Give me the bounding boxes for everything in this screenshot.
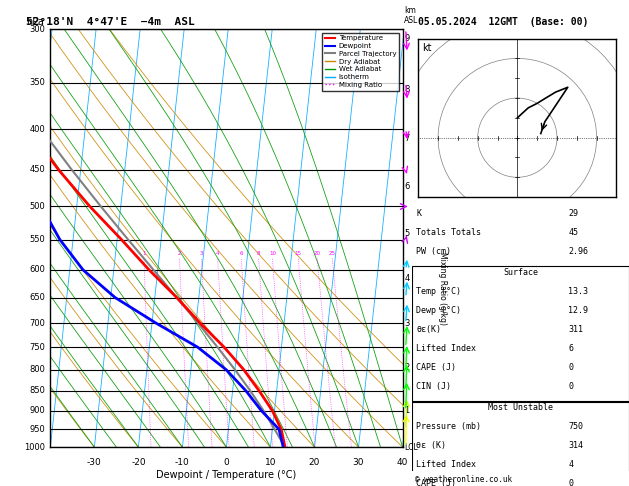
Text: 0: 0 [223,458,230,467]
Text: 3: 3 [200,251,203,256]
Text: 700: 700 [29,319,45,328]
Text: 400: 400 [30,124,45,134]
Text: 4: 4 [568,460,573,469]
Text: 6: 6 [404,182,409,191]
Text: Lifted Index: Lifted Index [416,460,476,469]
Text: 10: 10 [269,251,276,256]
Text: 2: 2 [404,363,409,372]
Text: 13.3: 13.3 [568,287,588,296]
Text: 0: 0 [568,479,573,486]
Legend: Temperature, Dewpoint, Parcel Trajectory, Dry Adiabat, Wet Adiabat, Isotherm, Mi: Temperature, Dewpoint, Parcel Trajectory… [322,33,399,90]
Text: 9: 9 [404,34,409,43]
Text: 3: 3 [404,319,409,329]
Text: Mixing Ratio (g/kg): Mixing Ratio (g/kg) [438,252,447,325]
Text: 550: 550 [30,235,45,244]
Text: 6: 6 [240,251,243,256]
Text: θε(K): θε(K) [416,325,442,334]
Text: 311: 311 [568,325,583,334]
Bar [412,266,629,402]
Text: 6: 6 [568,344,573,353]
Text: Surface: Surface [503,268,538,277]
Text: -20: -20 [131,458,146,467]
Text: 40: 40 [397,458,408,467]
Text: km
ASL: km ASL [404,5,418,25]
Text: 5: 5 [404,229,409,238]
Text: CAPE (J): CAPE (J) [416,479,456,486]
Text: 30: 30 [353,458,364,467]
Text: Pressure (mb): Pressure (mb) [416,422,481,431]
Text: Most Unstable: Most Unstable [488,402,553,412]
Text: 8: 8 [404,85,409,94]
Text: 750: 750 [29,343,45,352]
Text: 0: 0 [568,382,573,391]
Text: 1: 1 [142,251,146,256]
Text: Dewpoint / Temperature (°C): Dewpoint / Temperature (°C) [157,470,296,480]
Text: kt: kt [422,43,431,53]
Text: 4: 4 [404,275,409,283]
Text: 650: 650 [29,293,45,302]
Text: 45: 45 [568,228,578,237]
Text: 450: 450 [30,165,45,174]
Text: 600: 600 [29,265,45,274]
Text: 12.9: 12.9 [568,306,588,315]
Text: θε (K): θε (K) [416,441,447,450]
Text: 1: 1 [404,406,409,415]
Bar [412,401,629,486]
Text: Temp (°C): Temp (°C) [416,287,461,296]
Text: 15: 15 [295,251,302,256]
Text: hPa: hPa [26,17,43,27]
Text: 2: 2 [178,251,181,256]
Text: 05.05.2024  12GMT  (Base: 00): 05.05.2024 12GMT (Base: 00) [418,17,589,27]
Text: 350: 350 [29,78,45,87]
Text: 52°18'N  4°47'E  −4m  ASL: 52°18'N 4°47'E −4m ASL [26,17,194,27]
Text: CAPE (J): CAPE (J) [416,363,456,372]
Text: 2.96: 2.96 [568,247,588,256]
Text: Lifted Index: Lifted Index [416,344,476,353]
Text: 300: 300 [29,25,45,34]
Text: K: K [416,209,421,218]
Text: 950: 950 [30,425,45,434]
Text: © weatheronline.co.uk: © weatheronline.co.uk [415,474,512,484]
Text: 750: 750 [568,422,583,431]
Text: 314: 314 [568,441,583,450]
Text: 900: 900 [30,406,45,415]
Text: 8: 8 [257,251,260,256]
Text: Totals Totals: Totals Totals [416,228,481,237]
Text: -30: -30 [87,458,102,467]
Text: 29: 29 [568,209,578,218]
Text: 7: 7 [404,134,409,143]
Text: Dewp (°C): Dewp (°C) [416,306,461,315]
Text: 1000: 1000 [24,443,45,451]
Text: PW (cm): PW (cm) [416,247,452,256]
Text: 0: 0 [568,363,573,372]
Text: 25: 25 [329,251,336,256]
Text: 10: 10 [265,458,276,467]
Text: 20: 20 [314,251,321,256]
Text: 800: 800 [29,365,45,374]
Text: 4: 4 [216,251,220,256]
Text: CIN (J): CIN (J) [416,382,452,391]
Text: 850: 850 [29,386,45,395]
Text: 500: 500 [30,202,45,211]
Text: -10: -10 [175,458,190,467]
Text: 20: 20 [309,458,320,467]
Text: LCL: LCL [404,443,418,451]
